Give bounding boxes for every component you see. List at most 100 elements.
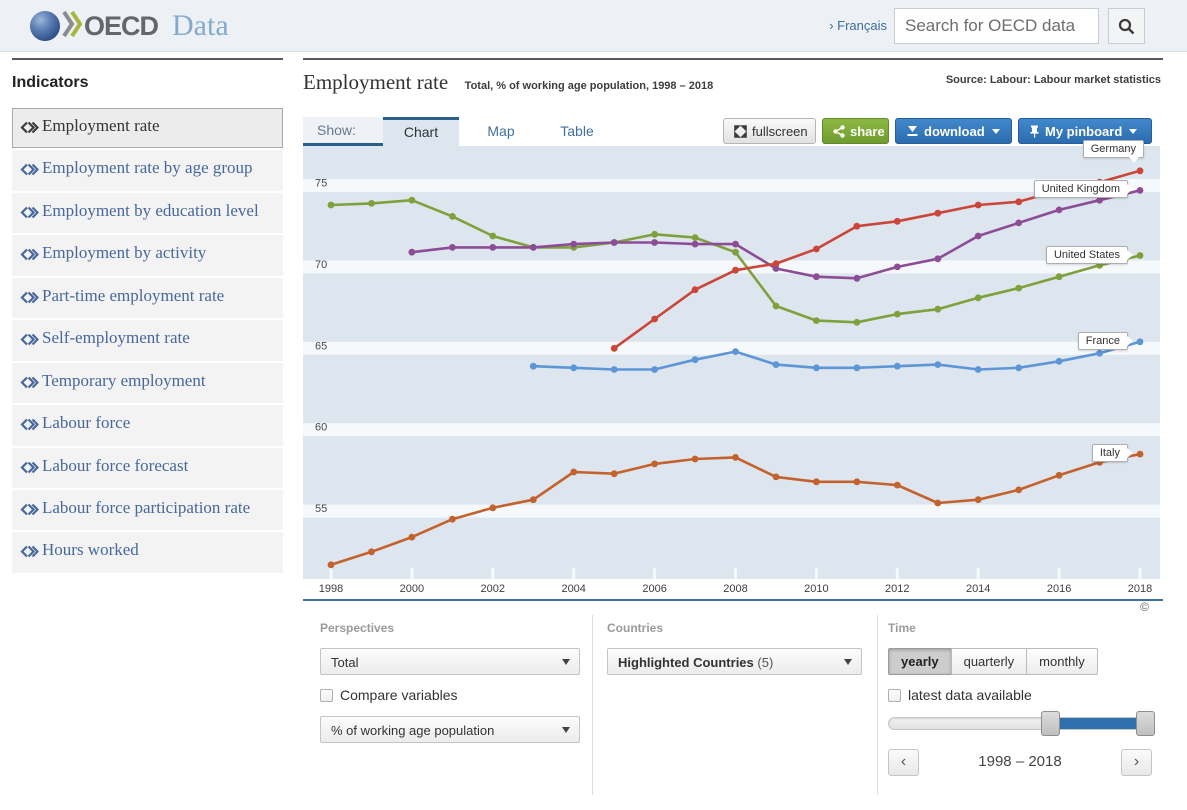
- indicator-chevrons-icon: [20, 242, 42, 267]
- my-pinboard-button[interactable]: My pinboard: [1018, 118, 1152, 144]
- countries-dropdown[interactable]: Highlighted Countries (5): [607, 648, 862, 675]
- x-axis-tick-label: 2010: [804, 583, 829, 595]
- pinboard-label: My pinboard: [1045, 123, 1123, 139]
- x-axis-tick-label: 2016: [1046, 583, 1072, 595]
- svg-text:55: 55: [315, 503, 327, 515]
- oecd-chevrons-icon: [62, 10, 83, 43]
- chart-country-label: United Kingdom: [1033, 180, 1134, 199]
- sidebar-item-label: Labour force participation rate: [42, 497, 251, 517]
- main-content: Employment rate Total, % of working age …: [303, 58, 1163, 810]
- language-link[interactable]: › Français: [829, 18, 887, 33]
- search-button[interactable]: [1108, 8, 1145, 44]
- download-icon: [906, 125, 919, 137]
- latest-data-row: latest data available: [888, 687, 1163, 703]
- sidebar-item-label: Labour force: [42, 413, 131, 433]
- x-axis-tick-label: 2012: [885, 583, 910, 595]
- pin-icon: [1029, 125, 1040, 138]
- share-icon: [833, 124, 845, 138]
- perspective-dropdown[interactable]: Total: [320, 648, 580, 675]
- search-box: [894, 8, 1099, 44]
- sidebar-item[interactable]: Labour force: [12, 405, 283, 446]
- countries-count: (5): [757, 655, 774, 670]
- tab-table[interactable]: Table: [560, 123, 594, 139]
- slider-right-handle[interactable]: [1136, 711, 1155, 736]
- indicator-chevrons-icon: [20, 370, 42, 395]
- compare-variables-checkbox[interactable]: [320, 688, 333, 702]
- chart-country-label: Italy: [1091, 444, 1134, 463]
- sidebar-item[interactable]: Employment rate by age group: [12, 150, 283, 191]
- perspectives-title: Perspectives: [320, 621, 395, 635]
- chart-toolbar: Show: Chart Map Table fullscreen share d…: [303, 117, 1163, 146]
- frequency-quarterly[interactable]: quarterly: [950, 648, 1028, 675]
- sidebar-item[interactable]: Employment by education level: [12, 192, 283, 234]
- time-title: Time: [888, 621, 916, 635]
- sidebar-item[interactable]: Hours worked: [12, 532, 283, 573]
- frequency-yearly[interactable]: yearly: [888, 648, 952, 675]
- sidebar-item[interactable]: Employment rate: [12, 108, 283, 149]
- copyright-symbol: ©: [1140, 600, 1149, 614]
- tab-chart[interactable]: Chart: [383, 117, 459, 146]
- indicators-sidebar: Indicators Employment rate Employment rat…: [12, 58, 283, 575]
- chevron-down-icon: [562, 727, 570, 733]
- unit-dropdown[interactable]: % of working age population: [320, 716, 580, 743]
- oecd-logo[interactable]: OECD Data: [30, 6, 229, 46]
- x-axis-tick-label: 2002: [480, 583, 506, 595]
- sidebar-item[interactable]: Labour force participation rate: [12, 489, 283, 531]
- brand-data-text: Data: [172, 9, 229, 42]
- sidebar-item-label: Employment rate by age group: [42, 158, 253, 178]
- brand-oecd-text: OECD: [84, 10, 159, 41]
- unit-dropdown-value: % of working age population: [331, 723, 495, 738]
- fullscreen-icon: [734, 124, 747, 138]
- share-button[interactable]: share: [822, 118, 889, 144]
- tab-map[interactable]: Map: [487, 123, 515, 139]
- perspective-dropdown-value: Total: [331, 655, 359, 670]
- sidebar-item[interactable]: Labour force forecast: [12, 447, 283, 488]
- time-range-slider[interactable]: [888, 711, 1155, 736]
- employment-rate-line-chart: 75 70 65 60 55 United States United Kingdom Fra…: [303, 139, 1160, 579]
- indicator-chevrons-icon: [20, 200, 42, 225]
- time-range-label: 1998 – 2018: [978, 753, 1062, 770]
- download-button[interactable]: download: [895, 118, 1012, 144]
- frequency-segmented-control: yearly quarterly monthly: [888, 648, 1163, 675]
- chevron-down-icon: [562, 659, 570, 665]
- sidebar-item-label: Employment by education level: [42, 200, 259, 220]
- time-next-button[interactable]: ›: [1121, 749, 1152, 776]
- search-input[interactable]: [894, 8, 1099, 44]
- sidebar-item[interactable]: Employment by activity: [12, 235, 283, 276]
- sidebar-item-label: Labour force forecast: [42, 455, 189, 475]
- sidebar-item-label: Temporary employment: [42, 370, 206, 390]
- x-axis-tick-label: 2004: [561, 583, 586, 595]
- sidebar-item[interactable]: Temporary employment: [12, 362, 283, 404]
- chart-controls: Perspectives Total Compare variables % o…: [303, 615, 1163, 810]
- page-title: Employment rate: [303, 70, 449, 94]
- slider-left-handle[interactable]: [1040, 711, 1060, 736]
- time-nav: ‹ 1998 – 2018 ›: [888, 749, 1152, 776]
- indicator-chevrons-icon: [20, 412, 42, 437]
- sidebar-item-label: Employment rate: [42, 116, 160, 135]
- perspectives-panel: Perspectives Total Compare variables % o…: [303, 615, 592, 795]
- latest-data-label: latest data available: [908, 687, 1032, 703]
- chevron-down-icon: [844, 659, 852, 665]
- indicator-chevrons-icon: [20, 115, 42, 140]
- sidebar-item-label: Self-employment rate: [42, 328, 190, 348]
- sidebar-item-label: Employment by activity: [42, 243, 207, 263]
- countries-panel: Countries Highlighted Countries (5): [592, 615, 877, 795]
- download-label: download: [924, 123, 985, 139]
- fullscreen-button[interactable]: fullscreen: [723, 118, 816, 144]
- frequency-monthly[interactable]: monthly: [1026, 648, 1098, 675]
- sidebar-item[interactable]: Part-time employment rate: [12, 277, 283, 319]
- sidebar-item-label: Part-time employment rate: [42, 285, 225, 305]
- source-label: Source: Labour: Labour market statistics: [945, 74, 1161, 86]
- latest-data-checkbox[interactable]: [888, 688, 901, 702]
- slider-selected-range: [1048, 718, 1138, 729]
- x-axis-tick-label: 2008: [723, 583, 748, 595]
- fullscreen-label: fullscreen: [752, 123, 808, 139]
- sidebar-item[interactable]: Self-employment rate: [12, 320, 283, 361]
- chart-x-axis: 1998 2000 2002 2004 2006 2008 2010 2012 2014 2016…: [303, 579, 1163, 599]
- indicator-chevrons-icon: [20, 497, 42, 522]
- time-prev-button[interactable]: ‹: [888, 749, 919, 776]
- svg-text:60: 60: [315, 422, 327, 434]
- countries-dropdown-value: Highlighted Countries: [618, 655, 754, 670]
- compare-variables-row: Compare variables: [320, 687, 592, 703]
- search-icon: [1118, 18, 1135, 34]
